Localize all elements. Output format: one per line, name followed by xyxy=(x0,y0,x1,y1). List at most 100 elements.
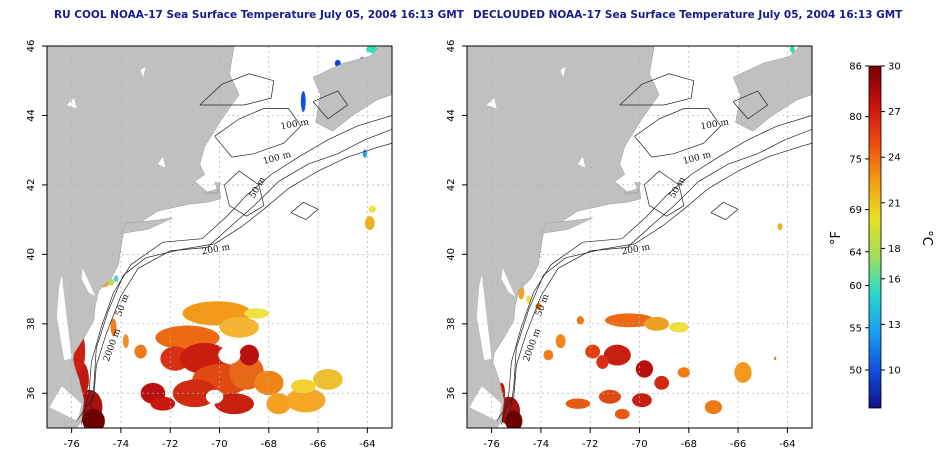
inland-water xyxy=(486,98,497,109)
sst-patch xyxy=(777,223,783,231)
title-ru-cool: RU COOL NOAA-17 Sea Surface Temperature … xyxy=(54,9,464,21)
x-tick-label: -72 xyxy=(582,439,598,450)
sst-patch xyxy=(535,302,542,310)
y-tick-label: 46 xyxy=(26,40,37,53)
sst-patch xyxy=(598,389,622,404)
inland-water xyxy=(49,386,82,422)
celsius-tick-label: 24 xyxy=(888,153,901,164)
y-tick-label: 42 xyxy=(446,179,457,192)
sst-patch xyxy=(654,375,670,390)
sst-patch xyxy=(669,322,689,333)
y-tick-label: 44 xyxy=(446,109,457,122)
bathymetry-contour xyxy=(508,142,812,422)
celsius-tick-label: 13 xyxy=(888,320,901,331)
sst-patch xyxy=(734,362,752,383)
temperature-colorbar: 86 80 75 69 64 60 55 50 30 27 24 21 18 16 13 10 °F °C xyxy=(829,62,934,409)
y-tick-label: 44 xyxy=(26,109,37,122)
inland-water xyxy=(140,66,146,78)
land-mass xyxy=(120,217,173,234)
contour-label: 200 m xyxy=(201,242,231,257)
sst-patch xyxy=(565,398,591,409)
inland-water xyxy=(56,275,72,361)
y-tick-label: 36 xyxy=(26,387,37,400)
bathymetry-contour xyxy=(312,90,349,120)
contour-label: 100 m xyxy=(280,117,310,132)
sst-patch xyxy=(300,91,306,112)
contour-label: 100 m xyxy=(700,117,730,132)
x-tick-label: -64 xyxy=(779,439,795,450)
celsius-tick-label: 21 xyxy=(888,198,901,209)
fahrenheit-unit-label: °F xyxy=(829,231,844,245)
x-tick-label: -70 xyxy=(211,439,227,450)
sst-patch xyxy=(134,344,147,359)
sst-patch xyxy=(704,400,723,415)
bathymetry-contour xyxy=(290,201,319,221)
sst-patch xyxy=(596,355,609,369)
y-tick-label: 38 xyxy=(446,317,457,330)
land-mass xyxy=(540,217,593,234)
bathymetry-contour xyxy=(644,170,685,217)
colorbar-gradient xyxy=(868,65,882,409)
fahrenheit-tick-label: 55 xyxy=(849,323,862,334)
title-declouded: DECLOUDED NOAA-17 Sea Surface Temperatur… xyxy=(473,9,903,21)
bathymetry-contour xyxy=(224,170,265,217)
land-mass xyxy=(467,46,660,428)
y-tick-label: 46 xyxy=(446,40,457,53)
sst-patch xyxy=(266,393,291,415)
bathymetry-contour xyxy=(199,73,275,106)
x-tick-label: -66 xyxy=(730,439,746,450)
fahrenheit-tick-label: 75 xyxy=(849,154,862,165)
sst-patch xyxy=(526,295,532,304)
sst-patch xyxy=(585,344,601,359)
inland-water xyxy=(66,98,77,109)
celsius-tick-label: 27 xyxy=(888,107,901,118)
sst-patch xyxy=(632,393,652,408)
sst-patch xyxy=(214,393,255,415)
fahrenheit-tick-label: 50 xyxy=(849,366,862,377)
inland-water xyxy=(81,268,96,296)
y-tick-label: 42 xyxy=(26,179,37,192)
sst-patch xyxy=(244,308,269,319)
bathymetry-contour xyxy=(501,115,812,425)
land-mass xyxy=(204,181,222,195)
y-tick-label: 40 xyxy=(26,248,37,261)
x-tick-label: -68 xyxy=(261,439,277,450)
sst-patch xyxy=(286,388,326,413)
sst-patch xyxy=(789,46,795,53)
sst-patch xyxy=(113,275,119,283)
inland-water xyxy=(157,157,166,168)
sst-patch xyxy=(576,316,585,325)
x-tick-label: -76 xyxy=(63,439,79,450)
sst-patch xyxy=(773,356,777,361)
bathymetry-contour xyxy=(710,201,739,221)
celsius-unit-label: °C xyxy=(919,230,934,246)
inland-water xyxy=(577,157,586,168)
bathymetry-contour xyxy=(496,128,812,422)
x-tick-label: -74 xyxy=(113,439,129,450)
sst-patch xyxy=(110,318,117,336)
land-mass xyxy=(312,46,392,132)
x-tick-label: -66 xyxy=(310,439,326,450)
sst-patch xyxy=(266,355,282,369)
x-tick-label: -68 xyxy=(681,439,697,450)
celsius-tick-label: 16 xyxy=(888,274,901,285)
fahrenheit-tick-label: 69 xyxy=(849,205,862,216)
sst-patch xyxy=(178,370,192,382)
fahrenheit-tick-label: 60 xyxy=(849,281,862,292)
bathymetry-contour xyxy=(619,73,695,106)
celsius-tick-label: 18 xyxy=(888,244,901,255)
sst-patch xyxy=(555,334,566,349)
bathymetry-contour xyxy=(81,115,392,425)
inland-water xyxy=(501,268,516,296)
sst-patch xyxy=(290,379,316,394)
fahrenheit-tick-label: 86 xyxy=(849,62,862,73)
fahrenheit-tick-label: 64 xyxy=(849,247,862,258)
sst-patch xyxy=(172,379,218,408)
sst-patch xyxy=(122,334,129,349)
inland-water xyxy=(469,386,502,422)
fahrenheit-tick-label: 80 xyxy=(849,112,862,123)
inland-water xyxy=(560,66,566,78)
x-tick-label: -76 xyxy=(483,439,499,450)
